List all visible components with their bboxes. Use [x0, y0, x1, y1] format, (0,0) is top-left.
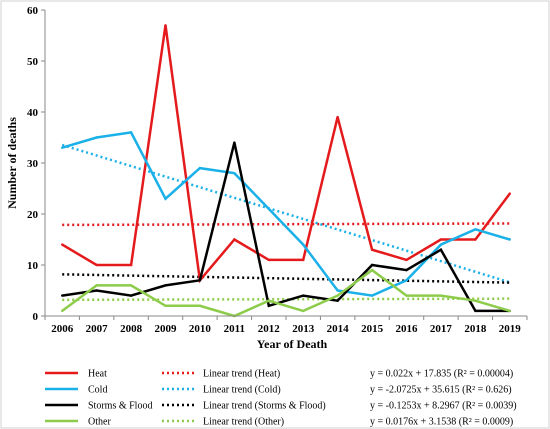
legend-label: Other [88, 417, 111, 428]
data-point [474, 228, 477, 231]
legend-trend-label: Linear trend (Other) [203, 417, 284, 428]
data-point [302, 243, 305, 246]
data-point [95, 263, 98, 267]
data-point [439, 238, 443, 241]
legend-trend-label: Linear trend (Storms & Flood) [203, 401, 326, 412]
trend-equation: y = 0.022x + 17.835 (R² = 0.00004) [370, 369, 513, 380]
data-point [302, 294, 305, 297]
data-point [474, 238, 477, 241]
series-line [61, 131, 511, 297]
x-tick-label: 2015 [361, 323, 384, 335]
x-tick-label: 2007 [86, 323, 109, 335]
data-point [508, 309, 511, 313]
data-point [61, 243, 64, 246]
data-point [198, 304, 202, 307]
data-point [95, 284, 98, 287]
y-axis-title: Number of deaths [5, 117, 19, 209]
data-point [508, 238, 511, 241]
data-point [302, 258, 305, 262]
data-point [439, 294, 443, 297]
x-tick-label: 2012 [258, 323, 281, 335]
legend-label: Heat [88, 369, 107, 380]
x-axis-title: Year of Death [257, 337, 328, 351]
y-tick-label: 40 [27, 107, 39, 119]
data-point [164, 24, 167, 27]
data-point [439, 248, 443, 251]
data-point [95, 136, 98, 139]
data-point [336, 115, 339, 119]
data-point [336, 294, 339, 297]
data-point [61, 309, 64, 313]
legend: Heat Linear trend (Heat) y = 0.022x + 17.8… [45, 369, 517, 428]
y-tick-label: 20 [27, 209, 39, 221]
data-point [370, 268, 374, 272]
trend-equation: y = 0.0176x + 3.1538 (R² = 0.0009) [370, 417, 513, 428]
data-point [370, 248, 374, 251]
x-tick-label: 2017 [430, 323, 453, 335]
data-point [164, 304, 167, 307]
data-point [405, 279, 408, 282]
data-point [267, 258, 270, 262]
data-point [267, 207, 270, 211]
data-point [336, 299, 339, 302]
trend-equation: y = -0.1253x + 8.2967 (R² = 0.0039) [370, 401, 517, 412]
data-point [95, 289, 98, 292]
data-point [405, 258, 408, 262]
x-tick-label: 2009 [155, 323, 178, 335]
data-point [233, 172, 236, 175]
data-point [302, 309, 305, 313]
data-point [233, 238, 236, 241]
x-tick-label: 2013 [292, 323, 315, 335]
data-point [164, 284, 167, 287]
data-point [233, 141, 236, 144]
legend-trend-label: Linear trend (Heat) [203, 369, 280, 380]
y-tick-label: 10 [27, 260, 39, 272]
data-point [474, 309, 477, 313]
legend-label: Storms & Flood [88, 401, 152, 412]
data-point [198, 279, 202, 282]
data-point [370, 263, 374, 267]
x-tick-label: 2018 [464, 323, 487, 335]
series-line [61, 268, 511, 318]
data-point [61, 146, 64, 149]
x-tick-label: 2019 [499, 323, 522, 335]
trend-line [61, 143, 511, 284]
data-point [439, 243, 443, 246]
data-point [129, 294, 133, 297]
data-point [129, 263, 133, 267]
series-line [61, 25, 511, 284]
data-point [164, 197, 167, 200]
x-tick-label: 2016 [396, 323, 419, 335]
data-point [129, 131, 133, 134]
data-point [198, 166, 202, 170]
x-tick-label: 2011 [224, 323, 245, 335]
series-line [62, 142, 510, 313]
data-point [370, 294, 374, 297]
data-point [267, 299, 270, 302]
x-tick-label: 2006 [51, 323, 74, 335]
y-tick-label: 50 [27, 56, 39, 68]
y-tick-label: 0 [33, 311, 39, 323]
data-point [474, 299, 477, 302]
legend-label: Cold [88, 385, 107, 396]
y-tick-label: 30 [27, 158, 39, 170]
data-point [405, 294, 408, 297]
y-tick-label: 60 [27, 5, 39, 17]
x-tick-label: 2010 [189, 323, 212, 335]
data-point [336, 289, 339, 292]
data-point [61, 294, 64, 297]
data-point [508, 192, 511, 195]
data-point [267, 304, 270, 307]
data-point [405, 268, 408, 272]
legend-trend-label: Linear trend (Cold) [203, 385, 281, 396]
data-point [129, 284, 133, 287]
trend-equation: y = -2.0725x + 35.615 (R² = 0.626) [370, 385, 512, 396]
x-tick-label: 2008 [120, 323, 143, 335]
x-tick-label: 2014 [327, 323, 350, 335]
